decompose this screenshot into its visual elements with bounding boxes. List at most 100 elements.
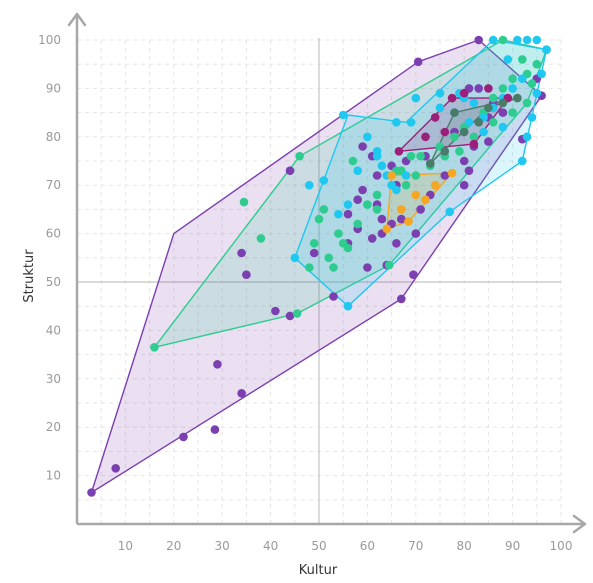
series-0-point bbox=[484, 137, 493, 146]
series-4-point bbox=[394, 147, 404, 156]
series-1-point bbox=[527, 79, 537, 88]
series-1-point bbox=[488, 118, 498, 127]
series-2-point bbox=[522, 132, 532, 142]
series-3-point bbox=[404, 217, 413, 226]
series-1-point bbox=[455, 147, 464, 156]
series-1-point bbox=[239, 197, 249, 207]
series-0-point bbox=[377, 214, 387, 224]
series-1-point bbox=[372, 205, 382, 214]
series-1-point bbox=[411, 171, 421, 180]
series-0-point bbox=[210, 425, 220, 434]
series-3-point bbox=[447, 168, 457, 178]
series-0-point bbox=[363, 263, 372, 272]
series-0-point bbox=[440, 171, 450, 180]
series-2-point bbox=[518, 156, 527, 166]
series-2-point bbox=[363, 132, 372, 142]
series-1-point bbox=[256, 234, 266, 243]
series-0-point bbox=[285, 166, 295, 175]
series-0-point bbox=[309, 248, 319, 258]
series-5-point bbox=[440, 147, 450, 156]
series-1-point bbox=[329, 263, 338, 272]
series-0-point bbox=[242, 270, 251, 280]
series-1-point bbox=[363, 200, 372, 209]
series-2-point bbox=[518, 74, 527, 83]
series-2-point bbox=[392, 118, 401, 127]
series-1-point bbox=[508, 108, 517, 117]
series-1-point bbox=[450, 132, 459, 142]
series-0-point bbox=[392, 239, 401, 248]
series-0-point bbox=[179, 432, 188, 442]
series-2-point bbox=[445, 207, 455, 217]
series-1-point bbox=[324, 253, 334, 263]
series-2-point bbox=[537, 69, 546, 79]
series-2-point bbox=[527, 113, 537, 122]
series-0-point bbox=[111, 464, 120, 473]
series-2-point bbox=[542, 45, 551, 54]
series-0-point bbox=[498, 108, 508, 117]
series-2-point bbox=[503, 55, 513, 64]
tick-labels: 10 20 30 40 50 60 70 80 90 100 10 20 30 40 50 60 70 80 90 1… bbox=[38, 33, 572, 553]
y-tick-label: 20 bbox=[46, 420, 61, 434]
series-2-point bbox=[411, 93, 421, 103]
series-2-point bbox=[435, 88, 445, 98]
series-0-point bbox=[413, 57, 423, 67]
series-2-point bbox=[377, 161, 387, 171]
y-tick-label: 10 bbox=[46, 469, 61, 483]
series-0-point bbox=[411, 229, 421, 238]
reference-lines bbox=[77, 38, 561, 524]
x-tick-label: 30 bbox=[215, 539, 230, 553]
series-0-point bbox=[358, 185, 367, 195]
series-0-point bbox=[285, 311, 295, 321]
x-tick-label: 20 bbox=[166, 539, 181, 553]
series-5-point bbox=[474, 118, 484, 127]
x-tick-label: 80 bbox=[457, 539, 472, 553]
series-5-point bbox=[484, 103, 493, 113]
series-0-point bbox=[416, 205, 425, 214]
series-0-point bbox=[358, 142, 367, 151]
series-1-point bbox=[305, 263, 314, 272]
series-2-point bbox=[522, 35, 532, 45]
y-tick-label: 30 bbox=[46, 372, 61, 386]
y-tick-label: 60 bbox=[46, 227, 61, 241]
series-2-point bbox=[406, 118, 416, 127]
series-2-point bbox=[372, 151, 382, 161]
series-3-point bbox=[382, 224, 392, 234]
x-tick-label: 10 bbox=[118, 539, 133, 553]
series-1-point bbox=[384, 260, 394, 270]
series-3-point bbox=[387, 171, 396, 180]
series-2-point bbox=[479, 127, 488, 137]
y-tick-label: 50 bbox=[46, 275, 61, 289]
series-5-point bbox=[513, 93, 522, 103]
series-4-point bbox=[484, 84, 493, 93]
y-axis-arrow-icon bbox=[67, 12, 87, 27]
x-tick-label: 90 bbox=[505, 539, 520, 553]
y-tick-label: 70 bbox=[46, 178, 61, 192]
series-4-point bbox=[440, 127, 450, 137]
series-3-point bbox=[397, 205, 406, 214]
series-4-point bbox=[447, 93, 457, 103]
series-4-point bbox=[469, 139, 479, 149]
series-0-point bbox=[353, 195, 363, 204]
series-0-point bbox=[474, 84, 484, 93]
series-1-point bbox=[292, 309, 302, 318]
series-4-point bbox=[421, 132, 430, 142]
series-1-point bbox=[314, 214, 324, 224]
series-2-point bbox=[305, 180, 314, 190]
series-0-point bbox=[237, 248, 246, 258]
series-2-point bbox=[469, 98, 479, 108]
series-0-point bbox=[367, 234, 377, 243]
series-1-point bbox=[469, 132, 479, 142]
series-3-point bbox=[430, 180, 440, 190]
x-axis-arrow-icon bbox=[572, 514, 587, 534]
series-1-point bbox=[348, 156, 358, 166]
series-0-point bbox=[87, 488, 96, 497]
series-0-point bbox=[271, 306, 280, 316]
axes bbox=[67, 12, 587, 534]
series-0-point bbox=[372, 171, 382, 180]
series-0-point bbox=[409, 270, 418, 280]
series-1-point bbox=[498, 84, 508, 93]
series-0-point bbox=[397, 294, 406, 304]
x-tick-label: 40 bbox=[263, 539, 278, 553]
series-2-point bbox=[353, 166, 363, 175]
series-2-point bbox=[532, 88, 542, 98]
